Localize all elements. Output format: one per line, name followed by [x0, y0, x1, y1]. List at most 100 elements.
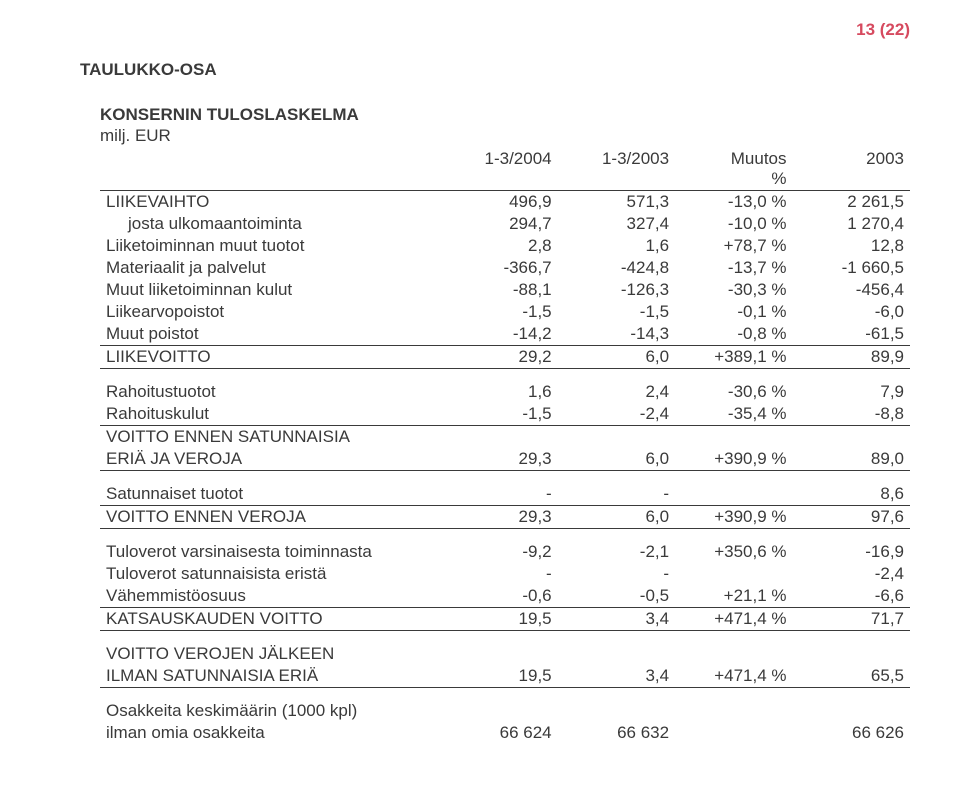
row-value [793, 426, 910, 449]
table-row: ERIÄ JA VEROJA29,36,0+390,9 %89,0 [100, 448, 910, 471]
row-value: -2,1 [558, 541, 675, 563]
row-value: -13,7 % [675, 257, 792, 279]
row-value [440, 700, 557, 722]
header-col-3-bot: % [675, 169, 792, 191]
row-label: Satunnaiset tuotot [100, 483, 440, 506]
row-value: -126,3 [558, 279, 675, 301]
row-value: 571,3 [558, 191, 675, 214]
header-col-1: 1-3/2004 [440, 148, 557, 169]
row-value: -6,6 [793, 585, 910, 608]
table-row: Tuloverot satunnaisista eristä---2,4 [100, 563, 910, 585]
row-value: 29,2 [440, 346, 557, 369]
row-value: 6,0 [558, 448, 675, 471]
row-value: +390,9 % [675, 448, 792, 471]
row-value: 65,5 [793, 665, 910, 688]
income-statement-table: 1-3/2004 1-3/2003 Muutos 2003 % LIIKEVAI… [100, 148, 910, 744]
row-value: - [558, 483, 675, 506]
row-value: 8,6 [793, 483, 910, 506]
row-value: -16,9 [793, 541, 910, 563]
header-col-3-top: Muutos [675, 148, 792, 169]
row-value: 294,7 [440, 213, 557, 235]
row-value: -0,5 [558, 585, 675, 608]
table-row: Muut poistot-14,2-14,3-0,8 %-61,5 [100, 323, 910, 346]
row-value [675, 722, 792, 744]
header-col-4: 2003 [793, 148, 910, 169]
table-row: Satunnaiset tuotot--8,6 [100, 483, 910, 506]
row-label: Muut liiketoiminnan kulut [100, 279, 440, 301]
row-value [440, 643, 557, 665]
row-value: -1 660,5 [793, 257, 910, 279]
row-value: 2,8 [440, 235, 557, 257]
row-value: 66 624 [440, 722, 557, 744]
table-row: ilman omia osakkeita66 62466 63266 626 [100, 722, 910, 744]
table-row: Liikearvopoistot-1,5-1,5-0,1 %-6,0 [100, 301, 910, 323]
table-row: VOITTO ENNEN VEROJA29,36,0+390,9 %97,6 [100, 506, 910, 529]
table-header-row-1: 1-3/2004 1-3/2003 Muutos 2003 [100, 148, 910, 169]
row-value [558, 700, 675, 722]
row-value: - [440, 483, 557, 506]
row-value: -88,1 [440, 279, 557, 301]
row-label: Rahoituskulut [100, 403, 440, 426]
row-label: ILMAN SATUNNAISIA ERIÄ [100, 665, 440, 688]
row-label: Muut poistot [100, 323, 440, 346]
row-value: 19,5 [440, 608, 557, 631]
row-label: ilman omia osakkeita [100, 722, 440, 744]
table-header-row-2: % [100, 169, 910, 191]
row-value: -1,5 [440, 403, 557, 426]
row-label: Tuloverot varsinaisesta toiminnasta [100, 541, 440, 563]
row-value: -9,2 [440, 541, 557, 563]
table-row: Vähemmistöosuus-0,6-0,5+21,1 %-6,6 [100, 585, 910, 608]
row-value: -61,5 [793, 323, 910, 346]
row-label: Tuloverot satunnaisista eristä [100, 563, 440, 585]
row-label: Materiaalit ja palvelut [100, 257, 440, 279]
row-value: +390,9 % [675, 506, 792, 529]
row-value: 1 270,4 [793, 213, 910, 235]
row-value: 6,0 [558, 506, 675, 529]
row-value [675, 643, 792, 665]
page-container: 13 (22) TAULUKKO-OSA KONSERNIN TULOSLASK… [0, 0, 960, 784]
row-value: 29,3 [440, 448, 557, 471]
row-value: -456,4 [793, 279, 910, 301]
table-row: ILMAN SATUNNAISIA ERIÄ19,53,4+471,4 %65,… [100, 665, 910, 688]
row-label: ERIÄ JA VEROJA [100, 448, 440, 471]
row-value: -35,4 % [675, 403, 792, 426]
row-value: -366,7 [440, 257, 557, 279]
row-label: VOITTO ENNEN SATUNNAISIA [100, 426, 440, 449]
table-row: Muut liiketoiminnan kulut-88,1-126,3-30,… [100, 279, 910, 301]
row-value: -2,4 [793, 563, 910, 585]
row-value [558, 643, 675, 665]
table-row [100, 688, 910, 701]
row-value: -2,4 [558, 403, 675, 426]
row-value: 3,4 [558, 665, 675, 688]
row-value: +350,6 % [675, 541, 792, 563]
row-value [675, 700, 792, 722]
row-value: 327,4 [558, 213, 675, 235]
table-row: VOITTO ENNEN SATUNNAISIA [100, 426, 910, 449]
row-value: +78,7 % [675, 235, 792, 257]
row-value: -13,0 % [675, 191, 792, 214]
row-value: 496,9 [440, 191, 557, 214]
table-row: VOITTO VEROJEN JÄLKEEN [100, 643, 910, 665]
row-value: 71,7 [793, 608, 910, 631]
row-value: -0,6 [440, 585, 557, 608]
table-row: Materiaalit ja palvelut-366,7-424,8-13,7… [100, 257, 910, 279]
row-value: 6,0 [558, 346, 675, 369]
row-label: Liikearvopoistot [100, 301, 440, 323]
row-value: 12,8 [793, 235, 910, 257]
table-row: Tuloverot varsinaisesta toiminnasta-9,2-… [100, 541, 910, 563]
table-row: Osakkeita keskimäärin (1000 kpl) [100, 700, 910, 722]
row-value: 66 632 [558, 722, 675, 744]
row-value: 89,9 [793, 346, 910, 369]
table-row [100, 529, 910, 542]
row-value: -14,3 [558, 323, 675, 346]
row-value: -30,6 % [675, 381, 792, 403]
table-row: LIIKEVAIHTO496,9571,3-13,0 %2 261,5 [100, 191, 910, 214]
table-row [100, 631, 910, 644]
row-label: Vähemmistöosuus [100, 585, 440, 608]
row-label: josta ulkomaantoiminta [100, 213, 440, 235]
row-value: 1,6 [440, 381, 557, 403]
row-value [558, 426, 675, 449]
row-value: -424,8 [558, 257, 675, 279]
row-value: -1,5 [440, 301, 557, 323]
table-subtitle: milj. EUR [100, 126, 910, 146]
